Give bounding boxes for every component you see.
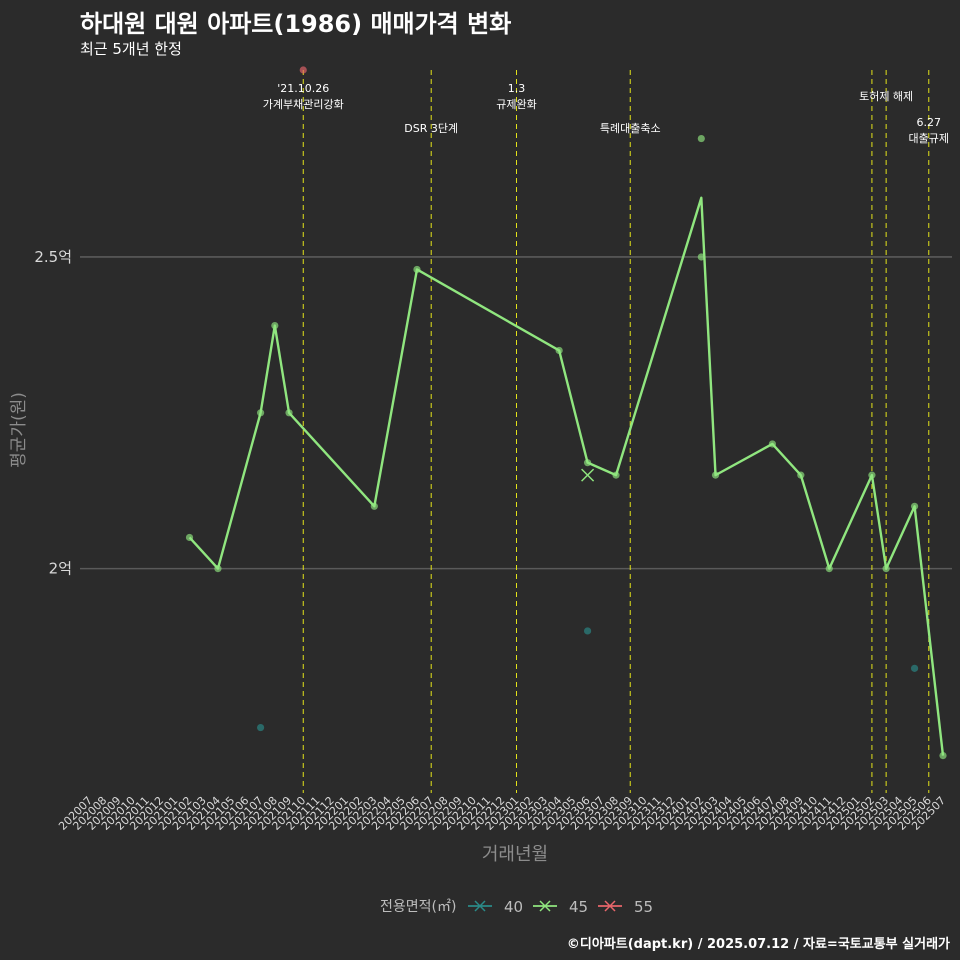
- y-tick-label: 2억: [49, 560, 72, 578]
- chart-title: 하대원 대원 아파트(1986) 매매가격 변화: [80, 10, 512, 38]
- legend: 전용면적(㎡) 40 45 55: [380, 898, 653, 916]
- event-label: 규제완화: [496, 98, 536, 111]
- data-point-45: [185, 533, 194, 542]
- event-label: 6.27: [917, 116, 942, 129]
- data-point-45: [555, 346, 563, 355]
- cross-stroke: [581, 468, 595, 482]
- data-point-45: [797, 471, 805, 479]
- y-axis-label: 평균가(원): [9, 392, 29, 468]
- legend-key-cross: [604, 900, 616, 912]
- data-point-45: [413, 265, 421, 274]
- legend-label: 45: [569, 898, 588, 916]
- data-point-45: [882, 565, 890, 573]
- axes: 2억2.5억2020072020082020092020102020112020…: [34, 248, 948, 833]
- data-point-45: [711, 471, 720, 479]
- data-point-45: [910, 502, 919, 510]
- series-layer: [185, 66, 947, 760]
- data-point-45: [768, 440, 777, 448]
- y-tick-label: 2.5억: [34, 248, 72, 266]
- event-label: 토허제 해제: [859, 89, 913, 103]
- data-point-45: [583, 459, 592, 467]
- data-point-45: [214, 565, 222, 573]
- event-label: DSR 3단계: [404, 122, 458, 135]
- x-axis-label: 거래년월: [482, 844, 548, 865]
- event-label: 대출규제: [909, 132, 949, 145]
- legend-key-cross: [474, 900, 486, 912]
- cross-marker-45: [581, 468, 595, 482]
- data-point-45: [697, 134, 705, 143]
- data-point-45: [257, 409, 265, 417]
- data-point-45: [271, 321, 279, 330]
- data-point-45: [939, 752, 947, 760]
- data-point-55: [299, 66, 307, 74]
- event-label: 특례대출축소: [600, 122, 661, 135]
- legend-label: 55: [634, 898, 653, 916]
- source-caption: ©디아파트(dapt.kr) / 2025.07.12 / 자료=국토교통부 실…: [566, 937, 950, 952]
- data-point-40: [910, 664, 919, 672]
- event-label: '21.10.26: [277, 82, 329, 95]
- legend-key-cross: [539, 900, 551, 912]
- event-label: 가계부채관리강화: [263, 98, 344, 111]
- data-point-45: [370, 502, 378, 510]
- legend-entry-55: 55: [598, 898, 653, 916]
- data-point-40: [257, 723, 265, 732]
- data-point-45: [612, 471, 620, 479]
- data-point-45: [868, 471, 876, 479]
- legend-label: 40: [504, 898, 523, 916]
- data-point-45: [697, 253, 705, 261]
- data-point-45: [825, 565, 833, 573]
- chart-subtitle: 최근 5개년 한정: [80, 40, 182, 58]
- data-point-45: [285, 409, 293, 417]
- event-label: 1.3: [508, 82, 526, 95]
- data-point-40: [583, 627, 592, 635]
- series-line-45: [188, 196, 945, 756]
- legend-entry-40: 40: [468, 898, 523, 916]
- legend-entry-45: 45: [533, 898, 588, 916]
- legend-title: 전용면적(㎡): [380, 899, 456, 915]
